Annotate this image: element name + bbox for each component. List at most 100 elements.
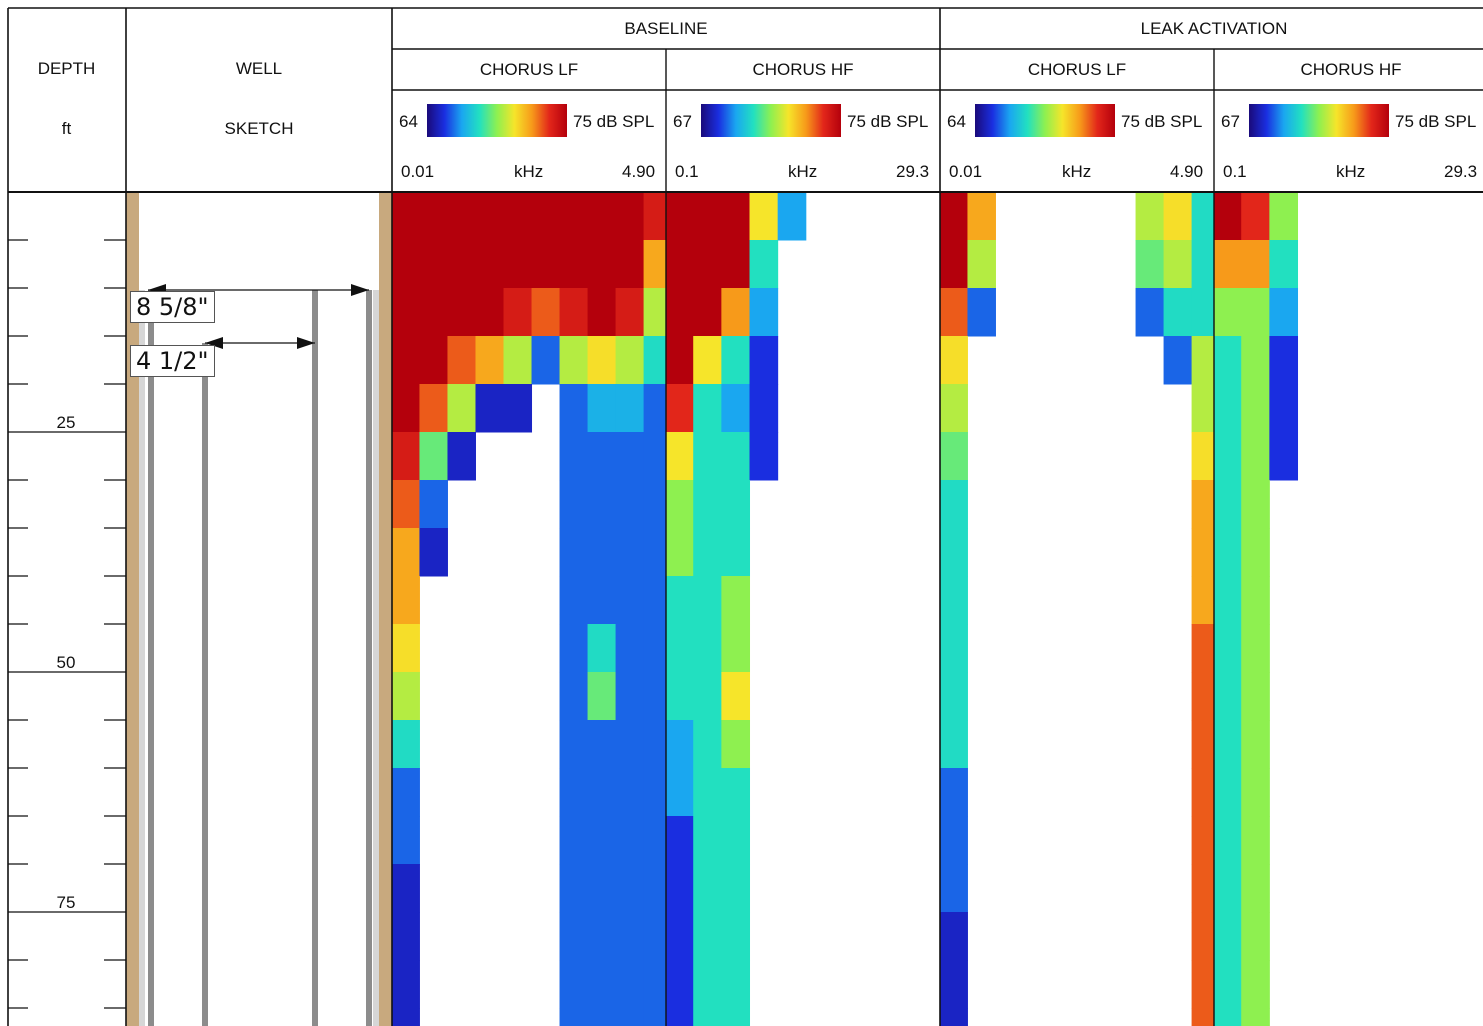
heatmap-cell <box>392 384 420 433</box>
heatmap-cell <box>1241 336 1270 385</box>
heatmap-cell <box>419 384 448 433</box>
heatmap-cell <box>1241 192 1270 241</box>
heatmap-cell <box>587 672 617 721</box>
heatmap-cell <box>531 288 561 337</box>
heatmap-cell <box>721 528 751 577</box>
freq-unit: kHz <box>514 162 544 181</box>
heatmap-cell <box>1269 192 1299 241</box>
heatmap-cell <box>1191 336 1215 385</box>
heatmap-cell <box>693 624 722 673</box>
track-title: CHORUS LF <box>1027 60 1127 79</box>
heatmap-cell <box>777 192 807 241</box>
heatmap-cell <box>940 288 968 337</box>
heatmap-cell <box>1191 384 1215 433</box>
heatmap-cell <box>615 432 645 481</box>
heatmap-cell <box>419 288 448 337</box>
heatmap-cell <box>940 576 968 625</box>
heatmap-cell <box>666 576 694 625</box>
heatmap-cell <box>559 480 589 529</box>
heatmap-cell <box>392 528 420 577</box>
heatmap-cell <box>1269 384 1299 433</box>
heatmap-cell <box>721 960 751 1009</box>
heatmap-cell <box>940 624 968 673</box>
heatmap-cell <box>615 672 645 721</box>
heatmap-cell <box>587 624 617 673</box>
casing-size-label-outer: 8 5/8" <box>130 291 215 323</box>
heatmap-cell <box>940 480 968 529</box>
heatmap-cell <box>1241 288 1270 337</box>
heatmap-cell <box>392 864 420 913</box>
heatmap-cell <box>693 960 722 1009</box>
group-title-baseline: BASELINE <box>624 19 708 38</box>
freq-min: 0.1 <box>1223 162 1247 181</box>
heatmap-cell <box>587 528 617 577</box>
heatmap-cell <box>392 336 420 385</box>
heatmap-cell <box>1241 576 1270 625</box>
heatmap-cell <box>967 240 996 289</box>
arrowhead-left <box>205 337 223 349</box>
heatmap-cell <box>940 912 968 961</box>
casing-string <box>148 290 154 1026</box>
heatmap-cell <box>749 384 779 433</box>
heatmap-cell <box>643 672 667 721</box>
heatmap-cell <box>666 480 694 529</box>
heatmap-cell <box>615 480 645 529</box>
heatmap-cell <box>615 720 645 769</box>
heatmap-cell <box>475 192 505 241</box>
heatmap-cell <box>392 240 420 289</box>
heatmap-cell <box>749 432 779 481</box>
heatmap-cell <box>693 1008 722 1026</box>
heatmap-cell <box>559 528 589 577</box>
heatmap-cell <box>587 384 617 433</box>
heatmap-cell <box>1191 1008 1215 1026</box>
depth-unit-label: ft <box>61 119 72 138</box>
heatmap-cell <box>666 384 694 433</box>
heatmap-cell <box>1135 240 1165 289</box>
heatmap-cell <box>447 432 476 481</box>
depth-tick-label: 75 <box>57 893 76 912</box>
heatmap-cell <box>1241 912 1270 961</box>
heatmap-cell <box>587 288 617 337</box>
color-scale-max: 75 dB SPL <box>1121 112 1203 131</box>
heatmap-cell <box>940 864 968 913</box>
heatmap-cell <box>1191 528 1215 577</box>
heatmap-cell <box>967 192 996 241</box>
heatmap-cell <box>940 1008 968 1026</box>
heatmap-cell <box>587 960 617 1009</box>
cement-left <box>139 290 145 1026</box>
heatmap-cell <box>615 528 645 577</box>
depth-column-title: DEPTH <box>37 59 96 78</box>
heatmap-cell <box>419 240 448 289</box>
heatmap-cell <box>559 672 589 721</box>
freq-unit: kHz <box>788 162 818 181</box>
heatmap-cell <box>666 912 694 961</box>
heatmap-cell <box>721 1008 751 1026</box>
depth-scale: 25 50 75 <box>8 239 126 1009</box>
heatmap-cell <box>559 288 589 337</box>
color-scale-max: 75 dB SPL <box>1395 112 1477 131</box>
heatmap-cell <box>643 240 667 289</box>
heatmap-cell <box>643 624 667 673</box>
heatmap-cell <box>1163 192 1193 241</box>
heatmap-cell <box>392 672 420 721</box>
heatmap-cell <box>666 624 694 673</box>
heatmap-cell <box>615 240 645 289</box>
heatmap-cell <box>643 192 667 241</box>
heatmap-cell <box>1214 816 1242 865</box>
heatmap-cell <box>1241 864 1270 913</box>
heatmap-cell <box>1269 288 1299 337</box>
freq-unit: kHz <box>1336 162 1366 181</box>
heatmap-cell <box>721 720 751 769</box>
freq-min: 0.01 <box>401 162 435 181</box>
heatmap-cell <box>643 384 667 433</box>
heatmap-cell <box>1241 432 1270 481</box>
casing-string <box>366 290 372 1026</box>
heatmap-cell <box>531 336 561 385</box>
heatmap-cell <box>503 240 533 289</box>
heatmap-cell <box>559 624 589 673</box>
freq-max: 4.90 <box>622 162 656 181</box>
heatmap-cell <box>1214 192 1242 241</box>
heatmap-cell <box>643 720 667 769</box>
heatmap-cell <box>1191 240 1215 289</box>
